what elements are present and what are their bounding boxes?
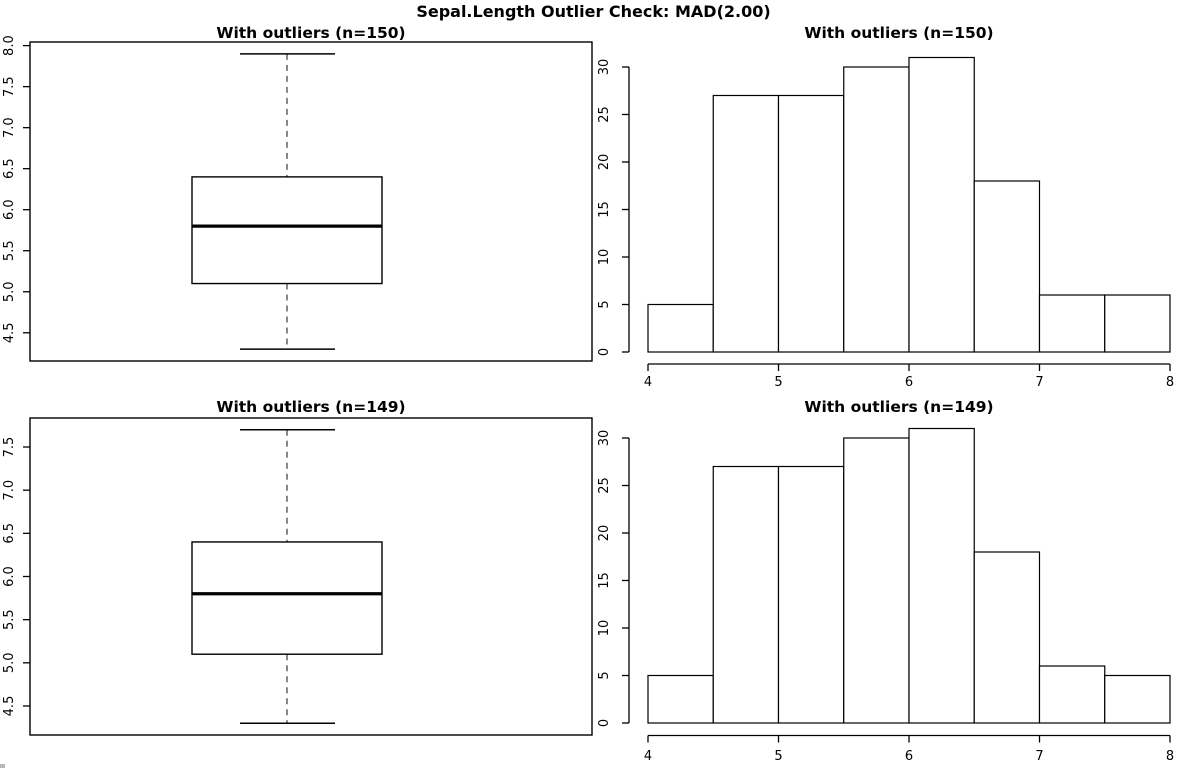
y-tick-label: 7.5 bbox=[2, 437, 17, 458]
y-tick-label: 20 bbox=[597, 525, 612, 542]
y-tick-label: 30 bbox=[597, 59, 612, 76]
y-tick-label: 30 bbox=[597, 430, 612, 447]
y-tick-label: 5 bbox=[597, 300, 612, 308]
y-tick-label: 15 bbox=[597, 201, 612, 218]
boxplot-iqr-box bbox=[191, 541, 383, 655]
x-tick-label: 5 bbox=[774, 375, 782, 390]
y-tick-label: 5.0 bbox=[2, 281, 17, 302]
y-tick-label: 25 bbox=[597, 106, 612, 123]
y-tick-label: 4.5 bbox=[2, 696, 17, 717]
plot-box-border bbox=[29, 41, 593, 362]
x-tick-label: 5 bbox=[774, 749, 782, 764]
cursor-artifact bbox=[0, 764, 5, 768]
hist-bar bbox=[712, 465, 780, 724]
y-tick-label: 20 bbox=[597, 154, 612, 171]
y-tick-label: 6.5 bbox=[2, 158, 17, 179]
y-tick-label: 5.0 bbox=[2, 652, 17, 673]
hist-bar bbox=[973, 551, 1041, 724]
panel-title: With outliers (n=150) bbox=[804, 24, 993, 42]
y-tick-label: 4.5 bbox=[2, 322, 17, 343]
hist-bar bbox=[908, 427, 975, 724]
y-tick-label: 15 bbox=[597, 572, 612, 589]
y-tick-label: 6.5 bbox=[2, 523, 17, 544]
x-tick-label: 4 bbox=[644, 375, 652, 390]
y-tick-label: 5.5 bbox=[2, 609, 17, 630]
y-tick-label: 10 bbox=[597, 620, 612, 637]
hist-bar bbox=[1038, 665, 1106, 724]
hist-bar bbox=[843, 66, 910, 353]
y-tick-label: 5.5 bbox=[2, 240, 17, 261]
hist-bar bbox=[1104, 294, 1171, 353]
x-tick-label: 7 bbox=[1035, 375, 1043, 390]
panel-histogram-filtered: With outliers (n=149) 0 5 10 15 20 25 30 4 5 6 7 8 bbox=[597, 398, 1174, 764]
hist-bar bbox=[712, 94, 780, 353]
y-tick-label: 6.0 bbox=[2, 199, 17, 220]
y-tick-label: 7.0 bbox=[2, 480, 17, 501]
x-tick-label: 8 bbox=[1166, 375, 1174, 390]
x-tick-label: 6 bbox=[905, 375, 913, 390]
x-tick-label: 7 bbox=[1035, 749, 1043, 764]
panel-title: With outliers (n=150) bbox=[216, 24, 405, 42]
hist-bar bbox=[973, 180, 1041, 353]
x-tick-label: 6 bbox=[905, 749, 913, 764]
hist-bar bbox=[1038, 294, 1106, 353]
y-tick-label: 10 bbox=[597, 249, 612, 266]
panel-boxplot-filtered: With outliers (n=149) 4.5 5.0 5.5 6.0 6.5 7.0 7… bbox=[2, 398, 593, 736]
y-tick-label: 7.5 bbox=[2, 76, 17, 97]
hist-bar bbox=[777, 94, 845, 353]
panel-histogram-with-outliers: With outliers (n=150) 0 5 10 15 20 25 30 4 5 6 7 8 bbox=[597, 24, 1174, 390]
boxplot-iqr-box bbox=[191, 176, 383, 285]
panel-title: With outliers (n=149) bbox=[804, 398, 993, 416]
y-tick-label: 8.0 bbox=[2, 35, 17, 56]
hist-bar bbox=[1104, 674, 1171, 724]
y-tick-label: 7.0 bbox=[2, 117, 17, 138]
x-tick-label: 4 bbox=[644, 749, 652, 764]
y-tick-label: 25 bbox=[597, 477, 612, 494]
y-tick-label: 0 bbox=[597, 719, 612, 727]
hist-bar bbox=[647, 674, 714, 724]
hist-bar bbox=[647, 303, 714, 353]
panel-boxplot-with-outliers: With outliers (n=150) 4.5 5.0 5.5 6.0 6.5 7.0 7… bbox=[2, 24, 593, 362]
x-tick-label: 8 bbox=[1166, 749, 1174, 764]
main-title: Sepal.Length Outlier Check: MAD(2.00) bbox=[416, 2, 771, 21]
panel-title: With outliers (n=149) bbox=[216, 398, 405, 416]
hist-bar bbox=[843, 437, 910, 724]
y-tick-label: 5 bbox=[597, 671, 612, 679]
hist-bar bbox=[777, 465, 845, 724]
y-tick-label: 0 bbox=[597, 348, 612, 356]
y-tick-label: 6.0 bbox=[2, 566, 17, 587]
hist-bar bbox=[908, 56, 975, 353]
